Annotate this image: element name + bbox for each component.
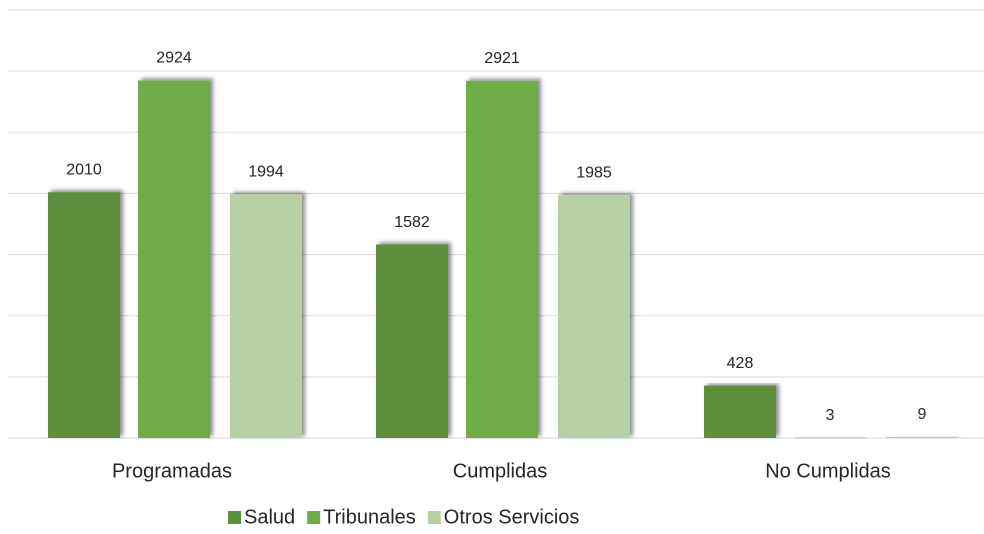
legend-swatch xyxy=(228,511,241,524)
data-label: 1985 xyxy=(576,164,612,181)
data-label: 2010 xyxy=(66,161,102,178)
bar xyxy=(794,437,866,439)
data-label: 9 xyxy=(918,406,927,423)
x-tick-label: Programadas xyxy=(112,460,232,482)
data-label: 1582 xyxy=(394,214,430,231)
legend-label: Salud xyxy=(244,506,295,528)
data-label: 1994 xyxy=(248,163,284,180)
bar xyxy=(704,385,776,438)
legend-swatch xyxy=(307,511,321,524)
data-label: 2924 xyxy=(156,50,192,67)
bar xyxy=(48,192,120,438)
data-label: 3 xyxy=(826,407,835,424)
data-label: 2921 xyxy=(484,50,520,67)
legend-label: Tribunales xyxy=(323,506,416,528)
bar xyxy=(466,80,538,438)
bar xyxy=(138,80,210,438)
bar xyxy=(376,244,448,438)
x-tick-label: Cumplidas xyxy=(453,460,547,482)
x-tick-label: No Cumplidas xyxy=(765,460,891,482)
data-label: 428 xyxy=(727,355,754,372)
legend-swatch xyxy=(427,511,441,524)
bar xyxy=(886,436,958,438)
legend-label: Otros Servicios xyxy=(444,506,580,528)
bar xyxy=(230,194,302,438)
bar xyxy=(558,195,630,438)
